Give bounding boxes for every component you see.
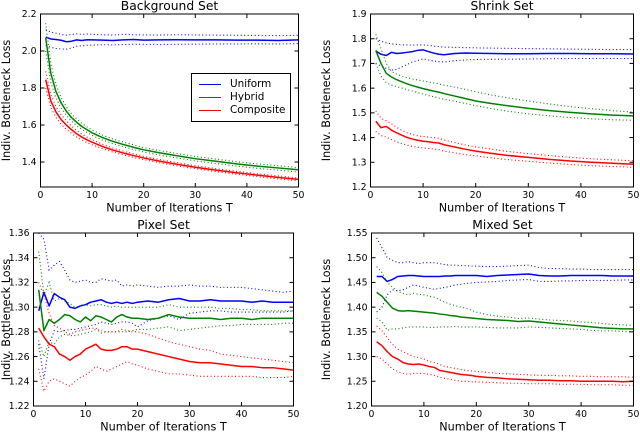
svg-text:1.28: 1.28 <box>9 327 30 338</box>
svg-text:30: 30 <box>522 190 534 201</box>
svg-text:30: 30 <box>184 409 196 420</box>
svg-text:1.32: 1.32 <box>9 278 30 289</box>
subplot-shrink-set: 0 10 20 30 40 50 1.2 1.3 1.4 1.5 1.6 1.7 1.8 1.9 Shrin… <box>320 0 640 219</box>
legend-entry-uniform: Uniform <box>199 78 286 91</box>
svg-text:Number of Iterations T: Number of Iterations T <box>106 202 233 215</box>
svg-text:1.35: 1.35 <box>347 327 368 338</box>
subplot-shrink-set-canvas: 0 10 20 30 40 50 1.2 1.3 1.4 1.5 1.6 1.7 1.8 1.9 Shrin… <box>320 0 640 215</box>
svg-text:50: 50 <box>288 409 300 420</box>
svg-text:1.45: 1.45 <box>347 278 368 289</box>
svg-text:2.2: 2.2 <box>22 9 37 20</box>
svg-text:50: 50 <box>628 190 640 201</box>
svg-text:0: 0 <box>31 409 37 420</box>
svg-text:0: 0 <box>38 190 44 201</box>
svg-text:20: 20 <box>138 190 150 201</box>
svg-text:1.2: 1.2 <box>352 182 367 193</box>
svg-text:40: 40 <box>236 409 248 420</box>
svg-text:1.6: 1.6 <box>22 120 37 131</box>
svg-text:10: 10 <box>80 409 92 420</box>
svg-text:1.20: 1.20 <box>347 401 368 412</box>
subplot-mixed-set: 0 10 20 30 40 50 1.20 1.25 1.30 1.35 1.40 1.45 1.50 1… <box>320 219 640 438</box>
svg-text:0: 0 <box>369 409 375 420</box>
svg-text:40: 40 <box>575 190 587 201</box>
svg-text:1.55: 1.55 <box>347 228 368 239</box>
svg-text:1.8: 1.8 <box>22 83 37 94</box>
svg-text:10: 10 <box>417 190 429 201</box>
svg-text:1.25: 1.25 <box>347 376 368 387</box>
svg-text:Mixed Set: Mixed Set <box>472 219 533 232</box>
svg-text:1.36: 1.36 <box>9 228 30 239</box>
legend-label-uniform: Uniform <box>230 78 272 91</box>
svg-text:1.24: 1.24 <box>9 376 30 387</box>
composite-line-swatch <box>199 110 221 111</box>
hybrid-line-swatch <box>199 97 221 98</box>
svg-text:20: 20 <box>470 190 482 201</box>
legend: Uniform Hybrid Composite <box>191 73 291 122</box>
legend-entry-hybrid: Hybrid <box>199 91 286 104</box>
svg-text:1.8: 1.8 <box>352 34 367 45</box>
svg-text:Number of Iterations T: Number of Iterations T <box>439 202 566 215</box>
svg-text:Background Set: Background Set <box>121 0 219 13</box>
svg-text:1.3: 1.3 <box>352 157 367 168</box>
svg-text:1.7: 1.7 <box>352 59 367 70</box>
svg-text:Number of Iterations T: Number of Iterations T <box>100 421 227 434</box>
svg-text:30: 30 <box>189 190 201 201</box>
svg-text:Indiv. Bottleneck Loss: Indiv. Bottleneck Loss <box>320 40 333 162</box>
svg-text:10: 10 <box>86 190 98 201</box>
svg-text:1.5: 1.5 <box>352 108 367 119</box>
svg-text:Shrink Set: Shrink Set <box>470 0 533 13</box>
legend-label-hybrid: Hybrid <box>230 91 265 104</box>
svg-text:Indiv. Bottleneck Loss: Indiv. Bottleneck Loss <box>320 259 333 381</box>
svg-text:1.9: 1.9 <box>352 9 367 20</box>
svg-text:1.26: 1.26 <box>9 352 30 363</box>
svg-text:1.50: 1.50 <box>347 253 368 264</box>
subplot-background-set-canvas: 0 10 20 30 40 50 1.4 1.6 1.8 2.0 2.2 Background Set… <box>0 0 305 215</box>
svg-text:1.40: 1.40 <box>347 302 368 313</box>
svg-text:Pixel Set: Pixel Set <box>137 219 190 232</box>
svg-text:Number of Iterations T: Number of Iterations T <box>439 421 566 434</box>
svg-text:10: 10 <box>418 409 430 420</box>
legend-label-composite: Composite <box>230 104 286 117</box>
svg-text:40: 40 <box>575 409 587 420</box>
svg-text:20: 20 <box>470 409 482 420</box>
svg-text:1.6: 1.6 <box>352 83 367 94</box>
svg-text:Indiv. Bottleneck Loss: Indiv. Bottleneck Loss <box>0 259 13 381</box>
subplot-pixel-set-canvas: 0 10 20 30 40 50 1.22 1.24 1.26 1.28 1.30 1.32 1.34 1… <box>0 219 300 434</box>
svg-text:1.4: 1.4 <box>22 157 37 168</box>
uniform-line-swatch <box>199 84 221 85</box>
subplot-pixel-set: 0 10 20 30 40 50 1.22 1.24 1.26 1.28 1.30 1.32 1.34 1… <box>0 219 320 438</box>
svg-text:20: 20 <box>132 409 144 420</box>
subplot-mixed-set-canvas: 0 10 20 30 40 50 1.20 1.25 1.30 1.35 1.40 1.45 1.50 1… <box>320 219 640 434</box>
svg-text:1.30: 1.30 <box>347 352 368 363</box>
svg-text:2.0: 2.0 <box>22 46 37 57</box>
svg-text:40: 40 <box>241 190 253 201</box>
svg-text:0: 0 <box>368 190 374 201</box>
svg-text:50: 50 <box>293 190 305 201</box>
svg-text:50: 50 <box>628 409 640 420</box>
subplot-background-set: 0 10 20 30 40 50 1.4 1.6 1.8 2.0 2.2 Background Set… <box>0 0 320 219</box>
legend-entry-composite: Composite <box>199 104 286 117</box>
svg-text:1.30: 1.30 <box>9 302 30 313</box>
svg-text:1.22: 1.22 <box>9 401 30 412</box>
svg-text:Indiv. Bottleneck Loss: Indiv. Bottleneck Loss <box>0 40 13 162</box>
svg-text:30: 30 <box>523 409 535 420</box>
svg-text:1.4: 1.4 <box>352 133 367 144</box>
svg-text:1.34: 1.34 <box>9 253 30 264</box>
